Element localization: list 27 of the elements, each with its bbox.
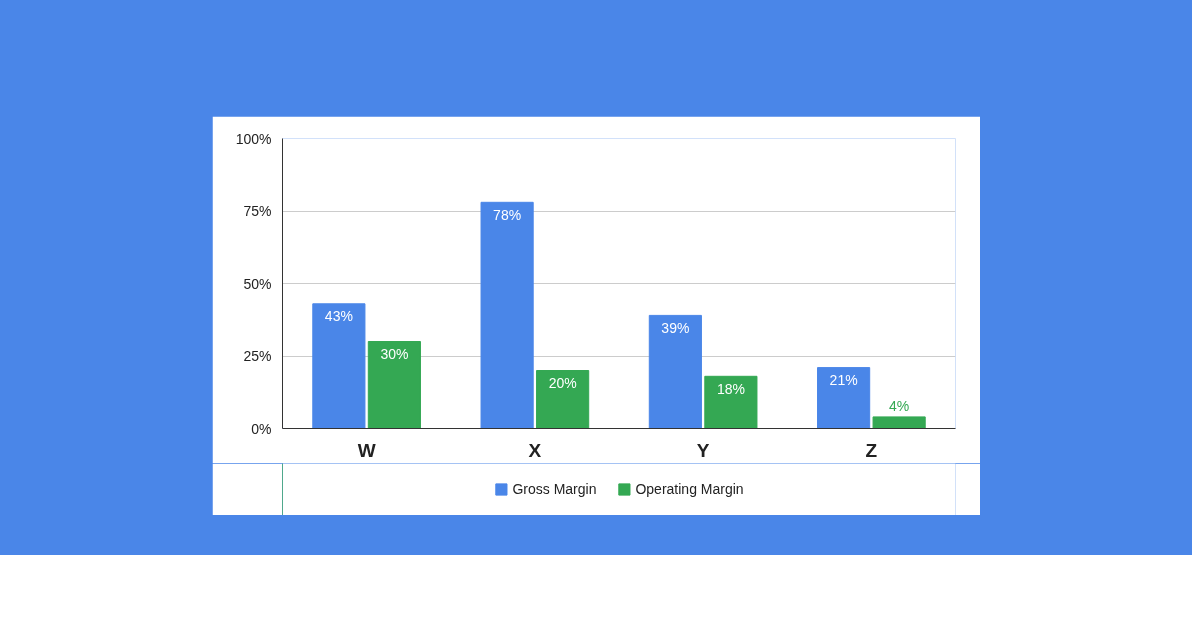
x-tick-label: W: [357, 439, 376, 461]
data-label: 20%: [548, 374, 577, 391]
bar: [704, 375, 758, 429]
bar: [480, 201, 534, 429]
bar: [536, 370, 590, 429]
bar: [872, 416, 926, 429]
x-tick-label: X: [528, 439, 542, 461]
data-label: 30%: [380, 345, 409, 362]
data-label: 4%: [889, 398, 910, 414]
data-label: 78%: [493, 206, 522, 223]
y-tick-label: 25%: [243, 348, 272, 364]
bar: [648, 314, 702, 429]
y-tick-label: 100%: [235, 130, 272, 147]
legend-label: Operating Margin: [635, 481, 744, 497]
data-label: 18%: [716, 380, 745, 397]
data-label: 43%: [324, 308, 353, 325]
legend-label: Gross Margin: [512, 481, 597, 497]
x-tick-label: Z: [865, 439, 878, 461]
data-label: 39%: [661, 319, 690, 336]
bar: [817, 367, 871, 429]
data-label: 21%: [829, 371, 858, 388]
y-tick-label: 75%: [243, 203, 272, 219]
x-tick-label: Y: [696, 439, 710, 461]
bar: [312, 303, 366, 429]
y-tick-label: 50%: [243, 275, 272, 292]
y-tick-label: 0%: [251, 420, 272, 437]
bar: [367, 341, 421, 429]
